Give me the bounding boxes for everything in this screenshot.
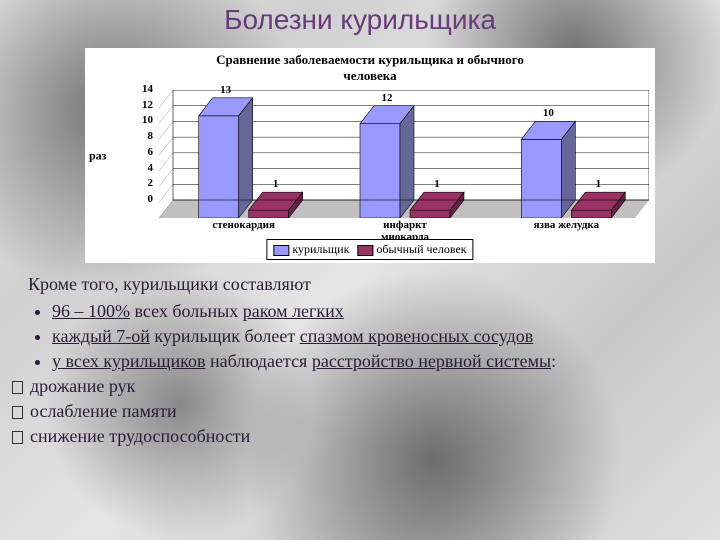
bullet-item: у всех курильщиков наблюдается расстройс…	[52, 351, 688, 372]
legend-item-nonsmoker: обычный человек	[357, 242, 466, 257]
bar-value-label: 1	[417, 178, 457, 190]
legend-swatch-nonsmoker	[357, 245, 373, 256]
chart-plot-area: 13112110102468101214стенокардияинфаркт м…	[159, 90, 649, 218]
ytick-label: 2	[129, 177, 153, 189]
bullet-underlined: расстройство нервной системы	[312, 351, 551, 371]
ytick-label: 14	[129, 83, 153, 95]
bar-value-label: 12	[367, 92, 407, 104]
sublist-item: дрожание рук	[28, 376, 688, 397]
bullet-item: каждый 7-ой курильщик болеет спазмом кро…	[52, 326, 688, 347]
disease-comparison-chart: Сравнение заболеваемости курильщика и об…	[85, 48, 655, 263]
lead-text: Кроме того, курильщики составляют	[28, 274, 688, 295]
bar-value-label: 13	[206, 84, 246, 96]
page-title: Болезни курильщика	[0, 4, 720, 36]
chart-title: Сравнение заболеваемости курильщика и об…	[85, 52, 655, 83]
bullet-underlined: спазмом кровеносных сосудов	[300, 326, 534, 346]
chart-ylabel: раз	[89, 148, 107, 163]
legend-swatch-smoker	[273, 245, 289, 256]
xtick-label: язва желудка	[506, 220, 626, 232]
bullet-underlined: раком легких	[243, 301, 344, 321]
bullet-underlined: у всех курильщиков	[52, 351, 206, 371]
legend-item-smoker: курильщик	[273, 242, 349, 257]
bar-value-label: 1	[578, 178, 618, 190]
sublist: дрожание рук ослабление памяти снижение …	[28, 376, 688, 447]
ytick-label: 0	[129, 193, 153, 205]
bullet-underlined: каждый 7-ой	[52, 326, 150, 346]
bar-value-label: 1	[256, 178, 296, 190]
bullet-item: 96 – 100% всех больных раком легких	[52, 301, 688, 322]
sublist-item: снижение трудоспособности	[28, 426, 688, 447]
ytick-label: 8	[129, 130, 153, 142]
ytick-label: 6	[129, 146, 153, 158]
ytick-label: 12	[129, 99, 153, 111]
chart-legend: курильщик обычный человек	[266, 239, 473, 260]
content-text: Кроме того, курильщики составляют 96 – 1…	[28, 274, 688, 451]
legend-label-smoker: курильщик	[292, 242, 349, 256]
ytick-label: 10	[129, 114, 153, 126]
ytick-label: 4	[129, 162, 153, 174]
sublist-item: ослабление памяти	[28, 401, 688, 422]
bullet-list: 96 – 100% всех больных раком легких кажд…	[28, 301, 688, 372]
xtick-label: стенокардия	[184, 220, 304, 232]
legend-label-nonsmoker: обычный человек	[376, 242, 466, 256]
bar-value-label: 10	[528, 107, 568, 119]
bullet-underlined: 96 – 100%	[52, 301, 130, 321]
